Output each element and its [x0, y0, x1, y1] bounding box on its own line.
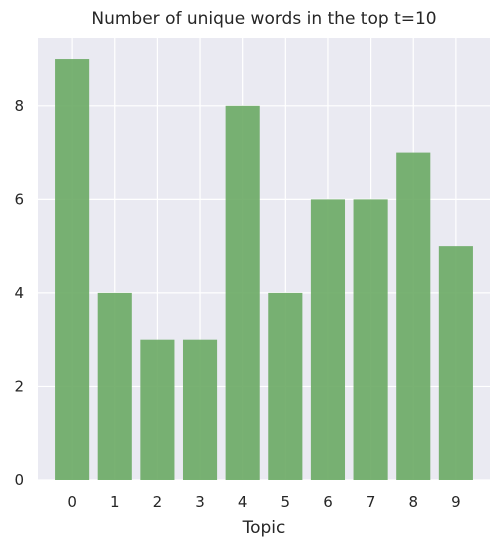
x-axis-label: Topic	[242, 518, 286, 538]
y-axis-ticks: 0 2 4 6 8	[14, 97, 24, 489]
bar-topic-4	[225, 105, 260, 481]
x-tick-label: 4	[238, 493, 248, 511]
x-tick-label: 5	[281, 493, 291, 511]
x-tick-label: 2	[153, 493, 163, 511]
y-tick-label: 2	[14, 377, 24, 395]
bar-topic-9	[438, 246, 473, 480]
bar-topic-6	[310, 199, 346, 480]
bar-topic-2	[140, 339, 175, 480]
x-tick-label: 8	[408, 493, 418, 511]
x-tick-label: 3	[195, 493, 205, 511]
x-tick-label: 9	[451, 493, 461, 511]
y-tick-label: 4	[14, 284, 24, 302]
bar-topic-8	[396, 152, 431, 480]
y-tick-label: 0	[14, 471, 24, 489]
x-tick-label: 7	[366, 493, 376, 511]
bars	[55, 59, 473, 481]
bar-topic-7	[353, 199, 388, 480]
y-tick-label: 8	[14, 97, 24, 115]
x-axis-ticks: 0 1 2 3 4 5 6 7 8 9	[67, 493, 460, 511]
x-tick-label: 0	[67, 493, 77, 511]
bar-topic-5	[268, 292, 303, 480]
bar-topic-1	[97, 292, 132, 480]
bar-topic-3	[182, 339, 218, 480]
x-tick-label: 1	[110, 493, 120, 511]
chart-title: Number of unique words in the top t=10	[91, 9, 436, 29]
y-tick-label: 6	[14, 190, 24, 208]
bar-topic-0	[55, 59, 90, 481]
x-tick-label: 6	[323, 493, 333, 511]
